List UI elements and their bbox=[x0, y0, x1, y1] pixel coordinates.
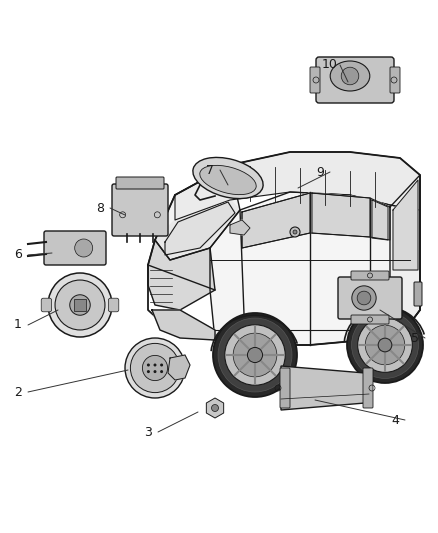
Polygon shape bbox=[155, 200, 240, 260]
Circle shape bbox=[70, 295, 90, 315]
Circle shape bbox=[131, 343, 180, 393]
Circle shape bbox=[347, 307, 423, 383]
Circle shape bbox=[357, 291, 371, 305]
FancyBboxPatch shape bbox=[112, 184, 168, 236]
Circle shape bbox=[290, 227, 300, 237]
Text: 7: 7 bbox=[206, 164, 214, 176]
FancyBboxPatch shape bbox=[310, 67, 320, 93]
Text: 6: 6 bbox=[14, 248, 22, 262]
Circle shape bbox=[147, 370, 150, 373]
Ellipse shape bbox=[330, 61, 370, 91]
Polygon shape bbox=[281, 366, 369, 410]
Text: 3: 3 bbox=[144, 425, 152, 439]
Polygon shape bbox=[206, 398, 224, 418]
Circle shape bbox=[212, 405, 219, 411]
Text: 1: 1 bbox=[14, 319, 22, 332]
FancyBboxPatch shape bbox=[351, 315, 389, 324]
Text: 5: 5 bbox=[411, 332, 419, 344]
FancyBboxPatch shape bbox=[414, 282, 422, 306]
Circle shape bbox=[293, 230, 297, 234]
Circle shape bbox=[247, 348, 262, 362]
FancyBboxPatch shape bbox=[116, 177, 164, 189]
Polygon shape bbox=[242, 193, 310, 248]
Polygon shape bbox=[148, 240, 215, 310]
Circle shape bbox=[378, 338, 392, 352]
Circle shape bbox=[352, 286, 376, 310]
FancyBboxPatch shape bbox=[41, 298, 52, 312]
Polygon shape bbox=[165, 202, 235, 255]
Polygon shape bbox=[230, 220, 250, 235]
Polygon shape bbox=[155, 165, 240, 260]
FancyBboxPatch shape bbox=[338, 277, 402, 319]
FancyBboxPatch shape bbox=[280, 368, 290, 408]
Circle shape bbox=[160, 370, 163, 373]
Text: 8: 8 bbox=[96, 201, 104, 214]
Circle shape bbox=[153, 364, 156, 367]
Circle shape bbox=[365, 325, 405, 365]
FancyBboxPatch shape bbox=[44, 231, 106, 265]
Circle shape bbox=[352, 312, 418, 378]
FancyBboxPatch shape bbox=[74, 299, 86, 311]
Circle shape bbox=[147, 364, 150, 367]
FancyBboxPatch shape bbox=[108, 298, 119, 312]
Circle shape bbox=[341, 67, 359, 85]
Circle shape bbox=[213, 313, 297, 397]
Circle shape bbox=[160, 364, 163, 367]
FancyBboxPatch shape bbox=[316, 57, 394, 103]
Polygon shape bbox=[210, 192, 420, 345]
Polygon shape bbox=[312, 193, 370, 237]
Circle shape bbox=[218, 318, 292, 392]
Polygon shape bbox=[152, 310, 215, 340]
Ellipse shape bbox=[193, 157, 263, 199]
Text: 4: 4 bbox=[391, 414, 399, 426]
Text: 2: 2 bbox=[14, 385, 22, 399]
Circle shape bbox=[75, 239, 93, 257]
Polygon shape bbox=[372, 200, 388, 240]
Circle shape bbox=[142, 356, 168, 381]
Circle shape bbox=[48, 273, 112, 337]
FancyBboxPatch shape bbox=[351, 271, 389, 280]
Circle shape bbox=[153, 370, 156, 373]
Circle shape bbox=[125, 338, 185, 398]
FancyBboxPatch shape bbox=[363, 368, 373, 408]
Text: 9: 9 bbox=[316, 166, 324, 179]
Text: 10: 10 bbox=[322, 59, 338, 71]
Circle shape bbox=[233, 333, 277, 377]
Polygon shape bbox=[390, 175, 420, 330]
Polygon shape bbox=[168, 355, 190, 380]
Circle shape bbox=[358, 318, 412, 373]
Ellipse shape bbox=[200, 165, 256, 195]
Circle shape bbox=[55, 280, 105, 330]
Polygon shape bbox=[393, 180, 418, 270]
FancyBboxPatch shape bbox=[390, 67, 400, 93]
Polygon shape bbox=[242, 193, 390, 248]
Polygon shape bbox=[175, 152, 420, 220]
Circle shape bbox=[225, 325, 285, 385]
